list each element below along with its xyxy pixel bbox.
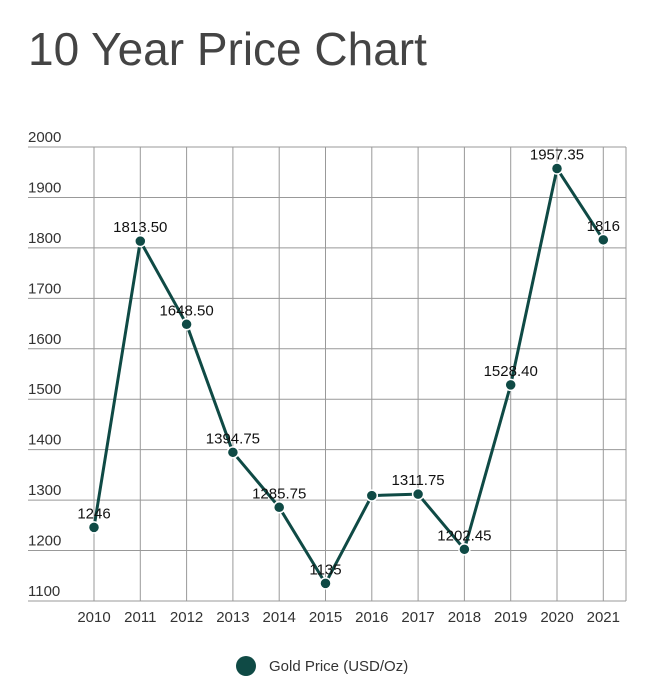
y-tick-label: 1200	[28, 533, 61, 550]
x-tick-label: 2020	[540, 609, 573, 626]
series	[87, 162, 610, 590]
x-tick-label: 2019	[494, 609, 527, 626]
x-tick-label: 2011	[124, 609, 156, 626]
x-tick-label: 2014	[263, 609, 296, 626]
data-label: 1246	[77, 505, 110, 522]
data-label: 1202.45	[437, 527, 491, 544]
x-tick-label: 2013	[216, 609, 249, 626]
y-tick-label: 2000	[28, 129, 61, 146]
data-point	[180, 318, 193, 331]
data-label: 1816	[587, 218, 620, 235]
legend-label: Gold Price (USD/Oz)	[269, 657, 409, 675]
y-tick-label: 1800	[28, 230, 61, 247]
x-tick-label: 2018	[448, 609, 481, 626]
x-tick-label: 2016	[355, 609, 388, 626]
y-tick-label: 1300	[28, 482, 61, 499]
data-point	[411, 487, 425, 501]
chart-title: 10 Year Price Chart	[28, 23, 427, 75]
data-point	[597, 233, 610, 247]
data-label: 1285.75	[252, 485, 306, 502]
data-point	[504, 378, 517, 392]
data-label: 1957.35	[530, 147, 584, 164]
y-tick-label: 1900	[28, 179, 61, 196]
series-line	[92, 167, 605, 585]
x-tick-label: 2017	[401, 609, 434, 626]
data-label: 1528.40	[484, 363, 538, 380]
y-tick-label: 1700	[28, 280, 61, 297]
y-tick-label: 1100	[28, 583, 60, 600]
data-label: 1813.50	[113, 219, 167, 236]
data-point	[134, 234, 147, 248]
x-axis-ticks: 2010 2011 2012 2013 2014 2015 2016 2017 2018 2019…	[77, 609, 620, 626]
data-point	[272, 501, 286, 514]
x-tick-label: 2012	[170, 609, 203, 626]
x-tick-label: 2021	[587, 609, 620, 626]
data-point	[365, 489, 379, 502]
y-axis-ticks: 1100 1200 1300 1400 1500 1600 1700 1800 1900 2000	[28, 129, 61, 600]
data-label: 1394.75	[206, 430, 260, 447]
data-point	[550, 162, 564, 175]
data-label: 1311.75	[392, 472, 445, 489]
data-label: 1135	[309, 561, 341, 578]
y-tick-label: 1400	[28, 432, 61, 449]
legend: Gold Price (USD/Oz)	[236, 656, 408, 676]
legend-swatch	[236, 656, 256, 676]
data-labels: 1246 1813.50 1648.50 1394.75 1285.75 1135 1311…	[77, 147, 620, 579]
x-tick-label: 2015	[309, 609, 342, 626]
data-point	[458, 543, 471, 556]
data-label: 1648.50	[159, 302, 213, 319]
y-tick-label: 1500	[28, 381, 61, 398]
data-point	[226, 446, 240, 459]
data-point	[87, 521, 101, 534]
y-tick-label: 1600	[28, 331, 61, 348]
data-point	[319, 577, 332, 590]
x-tick-label: 2010	[77, 609, 110, 626]
